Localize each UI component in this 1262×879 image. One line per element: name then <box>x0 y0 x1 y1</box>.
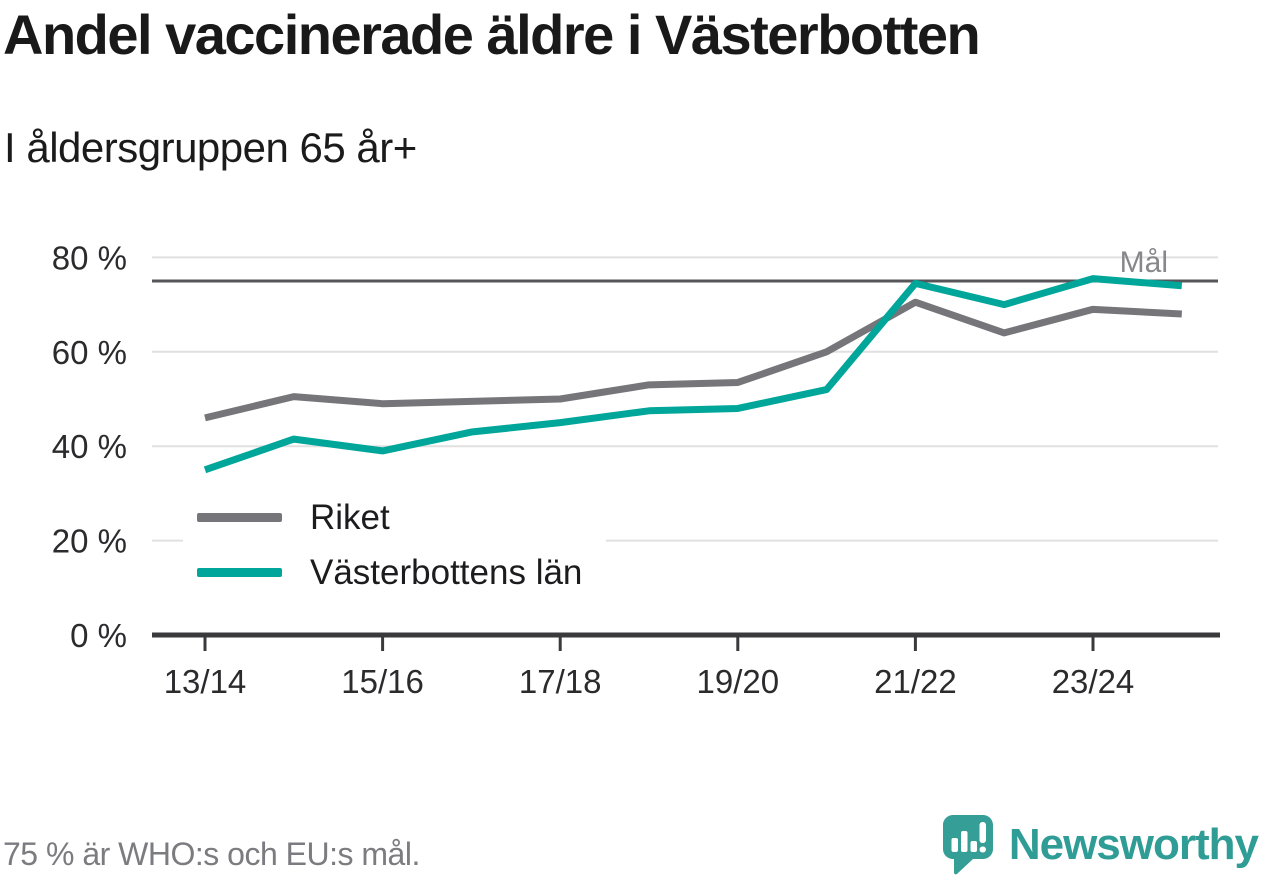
logo-exclamation-dot <box>979 846 986 853</box>
x-tick-label: 19/20 <box>697 663 780 700</box>
y-tick-label: 60 % <box>52 334 127 371</box>
logo-exclamation-bar <box>979 822 986 843</box>
page-subtitle: I åldersgruppen 65 år+ <box>4 124 417 171</box>
chart-legend: Riket Västerbottens län <box>183 486 607 608</box>
goal-label: Mål <box>1120 246 1168 279</box>
newsworthy-pin-icon <box>942 815 993 875</box>
x-tick-label: 13/14 <box>164 663 247 700</box>
y-tick-label: 0 % <box>70 617 127 654</box>
series-line-v-sterbottens-l-n <box>203 275 1183 474</box>
y-tick-label: 20 % <box>52 523 127 560</box>
newsworthy-wordmark: Newsworthy <box>1008 820 1259 869</box>
y-tick-label: 80 % <box>52 239 127 276</box>
page-title: Andel vaccinerade äldre i Västerbotten <box>3 3 981 66</box>
legend-item-vasterbottens-lan: Västerbottens län <box>197 545 582 600</box>
series-line-riket <box>204 298 1182 422</box>
newsworthy-logo: Newsworthy <box>942 815 1259 875</box>
legend-item-riket: Riket <box>197 490 582 545</box>
logo-bar-2 <box>960 831 968 852</box>
y-tick-label: 40 % <box>52 428 127 465</box>
logo-bar-3 <box>970 841 977 852</box>
x-tick-label: 21/22 <box>874 663 957 700</box>
footnote: 75 % är WHO:s och EU:s mål. <box>3 836 420 872</box>
x-tick-label: 17/18 <box>519 663 602 700</box>
legend-swatch-riket <box>197 513 282 522</box>
legend-label: Riket <box>310 497 390 537</box>
legend-label: Västerbottens län <box>310 552 583 592</box>
x-tick-label: 23/24 <box>1052 663 1135 700</box>
legend-swatch-vasterbottens-lan <box>197 568 282 577</box>
logo-bar-1 <box>951 838 958 852</box>
x-tick-label: 15/16 <box>341 663 424 700</box>
